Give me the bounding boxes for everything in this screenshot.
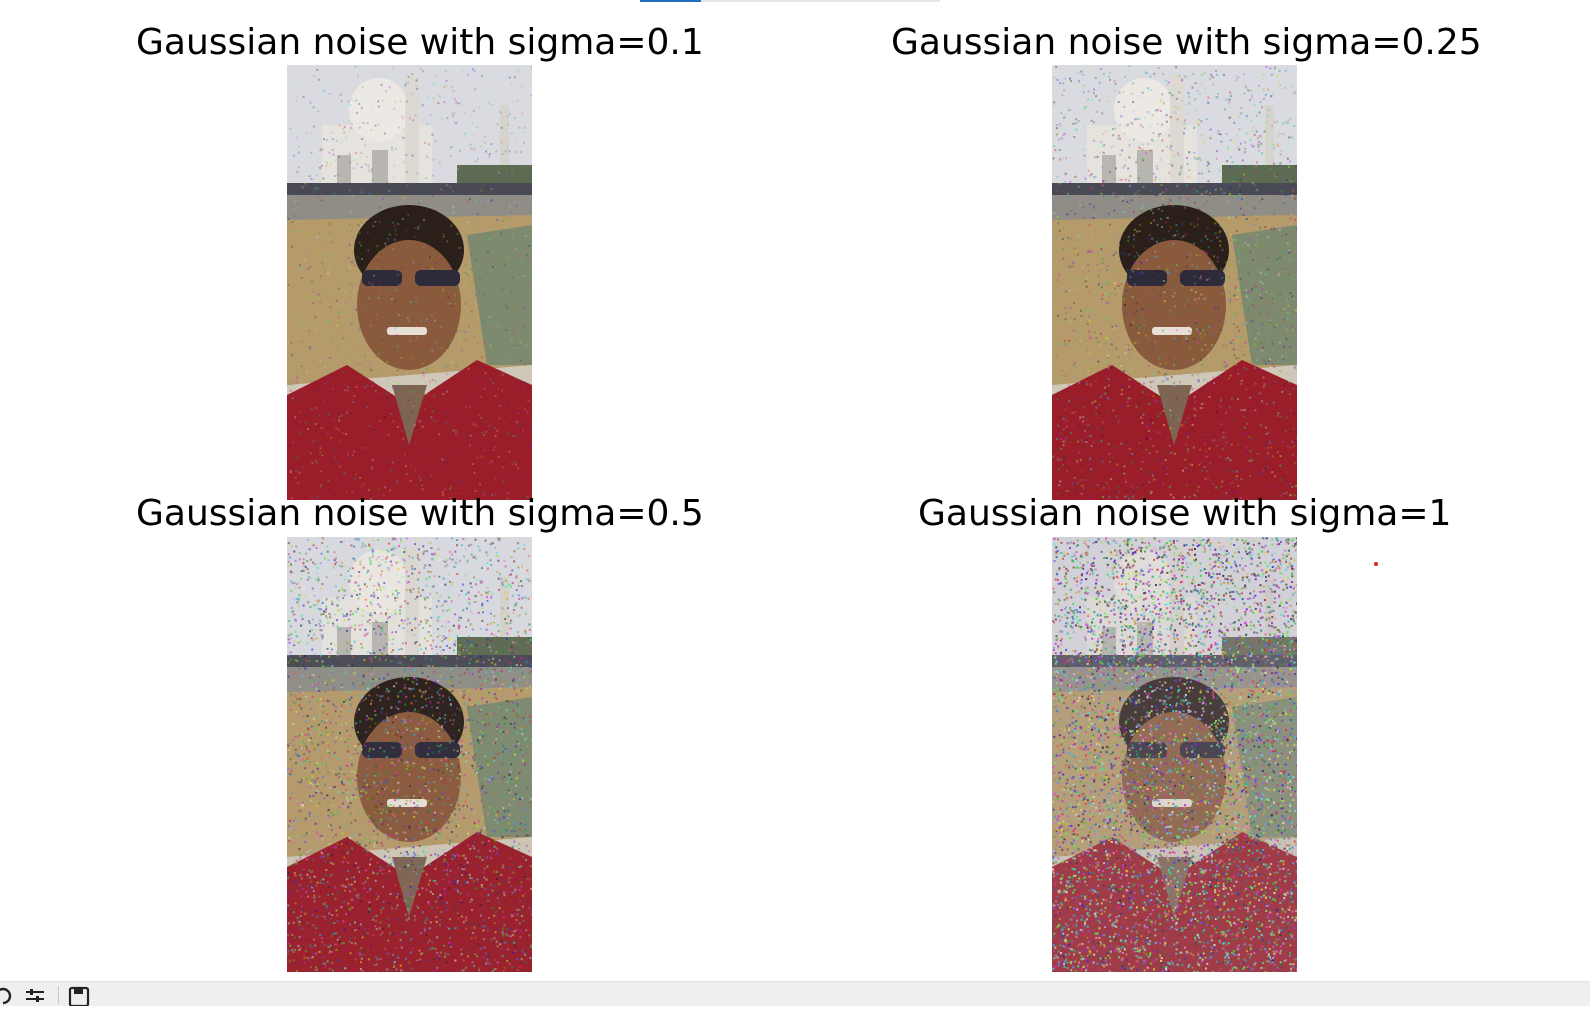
- noisy-photo-4: [1052, 537, 1297, 972]
- cursor-marker: [1374, 562, 1378, 566]
- noisy-photo-1: [287, 65, 532, 500]
- configure-subplots-icon[interactable]: [24, 986, 46, 1006]
- toolbar-separator: [58, 986, 59, 1004]
- panel-title-1: Gaussian noise with sigma=0.1: [136, 23, 684, 63]
- noisy-photo-3: [287, 537, 532, 972]
- noisy-photo-2: [1052, 65, 1297, 500]
- panel-title-3: Gaussian noise with sigma=0.5: [136, 494, 684, 534]
- panel-title-2: Gaussian noise with sigma=0.25: [891, 23, 1461, 63]
- tab-indicator: [640, 0, 940, 2]
- save-icon[interactable]: [68, 986, 90, 1006]
- panel-title-4: Gaussian noise with sigma=1: [918, 494, 1434, 534]
- home-icon[interactable]: [0, 986, 14, 1006]
- figure-toolbar: [0, 981, 1590, 1006]
- tab-indicator-active[interactable]: [640, 0, 701, 2]
